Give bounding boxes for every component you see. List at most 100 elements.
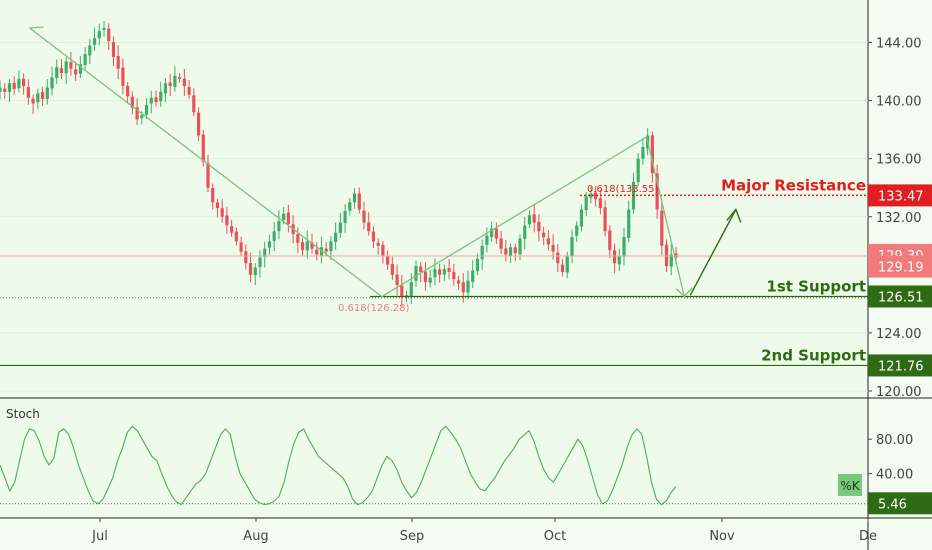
candle-body: [40, 91, 45, 100]
level-badge-value: 121.76: [878, 359, 924, 374]
price-tick-label: 140.00: [876, 95, 922, 110]
candle-body: [343, 210, 347, 224]
level-badge-value: 133.47: [878, 189, 924, 204]
candle-body: [386, 256, 390, 265]
candle-body: [612, 250, 617, 264]
candle-body: [267, 241, 272, 248]
candle-body: [201, 134, 205, 162]
candle-body: [499, 238, 503, 249]
candle-body: [338, 222, 342, 234]
candle-body: [376, 242, 380, 246]
candle-body: [641, 147, 645, 159]
candle-body: [414, 266, 418, 281]
candle-body: [215, 202, 220, 209]
candle-body: [579, 209, 584, 227]
level-badge: [868, 354, 932, 377]
candle-body: [310, 242, 314, 249]
stoch-pane[interactable]: [0, 398, 868, 518]
candle-body: [88, 45, 92, 56]
price-tick-label: 144.00: [876, 37, 922, 52]
candle-body: [0, 87, 2, 92]
candle-body: [669, 254, 673, 267]
candle-body: [409, 282, 413, 297]
candle-body: [140, 115, 144, 119]
candle-body: [334, 232, 338, 243]
candle-body: [542, 232, 546, 238]
candle-body: [31, 98, 35, 104]
candle-body: [263, 248, 267, 257]
stoch-title: Stoch: [6, 407, 40, 421]
candle-body: [494, 228, 498, 239]
candle-body: [225, 215, 229, 226]
candle-body: [97, 30, 101, 39]
candle-body: [400, 285, 404, 297]
candle-body: [258, 257, 262, 268]
candle-body: [55, 67, 59, 79]
candle-body: [26, 87, 30, 98]
candle-body: [92, 38, 97, 45]
candle-body: [622, 237, 626, 257]
price-tick-label: 136.00: [876, 153, 922, 168]
level-badge: [868, 285, 932, 308]
candle-body: [286, 212, 290, 225]
stoch-tick-label: 40.00: [876, 468, 913, 483]
candle-body: [433, 269, 437, 278]
candle-body: [589, 193, 593, 198]
level-label: Major Resistance: [721, 176, 866, 194]
time-tick-label: Jul: [91, 529, 108, 544]
candle-body: [636, 158, 640, 183]
candle-body: [594, 192, 598, 200]
price-badge-value: 129.19: [878, 261, 924, 276]
candle-body: [187, 87, 191, 95]
candle-body: [230, 226, 234, 233]
candle-body: [50, 77, 54, 89]
fib-label: 0.618(133.55): [587, 184, 659, 195]
candle-body: [367, 222, 371, 232]
candle-body: [352, 193, 357, 203]
candle-body: [282, 213, 286, 221]
price-badge: [868, 255, 932, 278]
candle-body: [650, 135, 654, 174]
candle-body: [234, 231, 238, 242]
fib-label: 0.618(126.28): [338, 303, 410, 314]
stoch-value-label: 5.46: [878, 497, 907, 512]
stoch-tick-label: 80.00: [876, 433, 913, 448]
candle-body: [423, 271, 428, 283]
candle-body: [102, 27, 106, 30]
candle-body: [248, 263, 253, 275]
candle-body: [7, 83, 12, 92]
time-tick-label: Aug: [243, 529, 268, 544]
candle-body: [466, 280, 470, 293]
candle-body: [144, 104, 149, 115]
price-axis-ticks: 144.00 140.00 136.00 132.00 124.00 120.00: [868, 37, 922, 400]
price-tick-label: 124.00: [876, 327, 922, 342]
candle-body: [419, 266, 423, 272]
candle-body: [475, 258, 480, 272]
candle-body: [107, 28, 111, 42]
level-badge-value: 126.51: [878, 290, 924, 305]
candle-body: [490, 228, 494, 237]
candle-body: [390, 263, 394, 275]
candle-body: [608, 230, 612, 251]
drawings: [29, 26, 742, 298]
candle-body: [12, 82, 16, 89]
candle-body: [329, 241, 333, 252]
candle-body: [22, 78, 26, 87]
candle-body: [551, 244, 555, 252]
candle-body: [532, 214, 536, 223]
candle-body: [154, 97, 158, 103]
candle-body: [3, 88, 7, 92]
time-tick-label: De: [859, 529, 877, 544]
candle-body: [603, 207, 607, 232]
candle-body: [513, 247, 517, 254]
candle-body: [565, 255, 569, 273]
candle-body: [168, 82, 172, 87]
candle-body: [362, 210, 366, 223]
level-label: 1st Support: [766, 277, 866, 295]
time-tick-label: Oct: [544, 529, 566, 544]
candle-body: [64, 61, 68, 74]
candle-body: [452, 271, 456, 280]
price-pane[interactable]: [0, 0, 868, 398]
candle-body: [456, 280, 461, 284]
